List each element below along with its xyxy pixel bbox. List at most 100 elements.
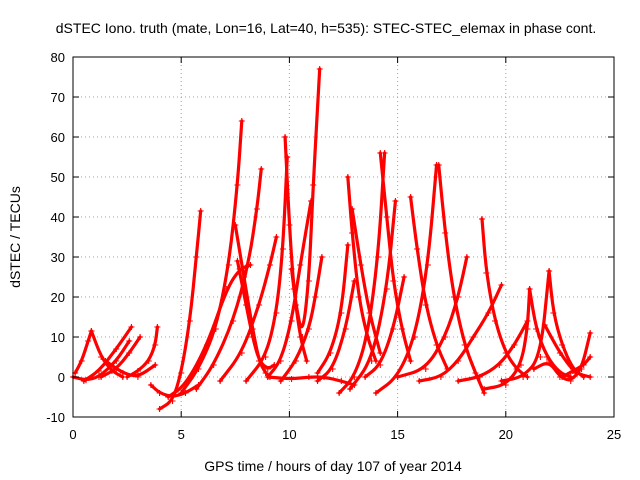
data-point	[316, 66, 323, 72]
series-15	[217, 234, 280, 384]
data-point	[422, 366, 429, 372]
plot-frame	[72, 56, 615, 418]
series-29	[362, 274, 408, 380]
data-point	[279, 246, 286, 252]
x-tick-label: 25	[607, 427, 621, 442]
y-tick-label: 80	[51, 50, 65, 65]
series-line	[408, 195, 449, 371]
series-line	[363, 275, 406, 379]
series-line	[417, 283, 504, 383]
series-line	[157, 209, 203, 411]
series-line	[179, 119, 244, 395]
series-26	[336, 150, 388, 396]
series-line	[266, 199, 313, 379]
data-point	[372, 390, 379, 396]
data-point	[134, 374, 141, 380]
data-point	[303, 358, 310, 364]
data-point	[390, 326, 397, 332]
data-point	[416, 378, 423, 384]
data-point	[147, 382, 154, 388]
data-point	[442, 334, 449, 340]
data-point	[310, 182, 317, 188]
data-point	[258, 166, 265, 172]
data-point	[526, 286, 533, 292]
data-point	[351, 374, 358, 380]
data-point	[502, 382, 509, 388]
data-point	[338, 378, 345, 384]
data-point	[88, 328, 95, 334]
series-32	[435, 162, 488, 396]
data-point	[243, 378, 250, 384]
data-point	[587, 354, 594, 360]
data-point	[128, 324, 135, 330]
data-point	[178, 370, 185, 376]
series-10	[178, 118, 245, 396]
series-layer	[70, 66, 594, 412]
data-point	[407, 358, 414, 364]
data-point	[472, 370, 479, 376]
data-point	[169, 398, 176, 404]
data-point	[238, 350, 245, 356]
data-point	[442, 230, 449, 236]
data-point	[392, 198, 399, 204]
series-line	[396, 255, 469, 379]
data-point	[204, 342, 211, 348]
data-point	[455, 294, 462, 300]
data-point	[375, 254, 382, 260]
data-point	[556, 350, 563, 356]
data-point	[546, 358, 553, 364]
data-point	[498, 378, 505, 384]
y-tick-label: -10	[46, 410, 65, 425]
data-point	[346, 386, 353, 392]
series-25	[314, 278, 358, 384]
series-34	[416, 282, 505, 384]
data-point	[517, 362, 524, 368]
data-point	[95, 368, 102, 374]
series-line	[218, 235, 279, 383]
data-point	[349, 230, 356, 236]
data-point	[165, 394, 172, 400]
data-point	[455, 358, 462, 364]
data-point	[124, 374, 131, 380]
data-point	[152, 362, 159, 368]
data-point	[478, 216, 485, 222]
data-point	[314, 370, 321, 376]
data-point	[282, 134, 289, 140]
data-point	[126, 338, 133, 344]
data-point	[277, 358, 284, 364]
data-point	[398, 326, 405, 332]
data-point	[230, 318, 237, 324]
series-42	[541, 322, 594, 380]
data-point	[338, 310, 345, 316]
data-point	[288, 318, 295, 324]
y-tick-label: 20	[51, 290, 65, 305]
data-point	[312, 294, 319, 300]
series-line	[337, 151, 387, 395]
axis-ticks: -10 0 10 20 30 40 50 60 70 80 0 5 10 15 20 25	[46, 50, 621, 442]
data-point	[587, 330, 594, 336]
x-axis-label: GPS time / hours of day 107 of year 2014	[204, 458, 462, 474]
data-point	[156, 406, 163, 412]
data-point	[292, 302, 299, 308]
series-22	[314, 242, 351, 376]
data-point	[481, 386, 488, 392]
x-tick-label: 20	[499, 427, 513, 442]
data-point	[152, 342, 159, 348]
data-point	[541, 322, 548, 328]
series-line	[166, 263, 253, 399]
data-point	[537, 354, 544, 360]
data-point	[377, 362, 384, 368]
data-point	[197, 208, 204, 214]
data-point	[210, 362, 217, 368]
series-12	[193, 166, 265, 392]
data-point	[113, 358, 120, 364]
series-line	[374, 163, 439, 395]
data-point	[264, 374, 271, 380]
data-point	[223, 286, 230, 292]
data-point	[407, 194, 414, 200]
series-28	[346, 198, 399, 392]
series-line	[82, 325, 134, 383]
y-tick-label: 60	[51, 130, 65, 145]
y-tick-label: 0	[58, 370, 65, 385]
